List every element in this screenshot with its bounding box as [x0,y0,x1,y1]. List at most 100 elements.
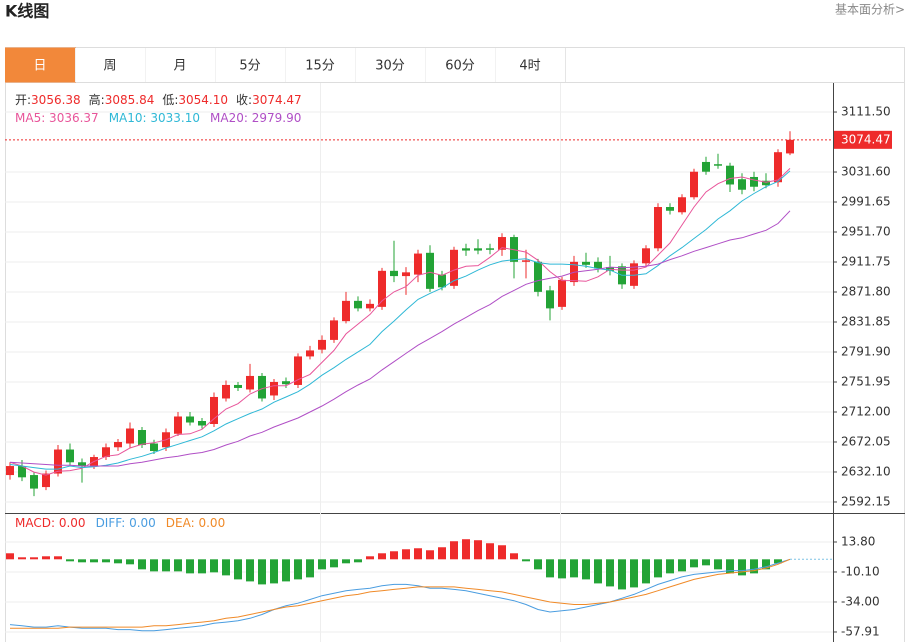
macd-bar [150,559,158,572]
macd-bar [462,539,470,560]
tab-label[interactable]: 4时 [519,59,540,74]
macd-bar [510,553,518,560]
legend-label: 开: [15,93,31,107]
candle-body [114,442,122,448]
macd-bar [702,559,710,566]
macd-bar [390,551,398,560]
y-tick-label: 2911.75 [841,255,891,269]
candle-body [522,260,530,262]
macd-bar [54,556,62,560]
candle-body [378,270,386,307]
macd-bar [486,543,494,560]
macd-bar [366,556,374,560]
legend-label: 高: [89,92,105,107]
candle-body [342,300,350,322]
candle-body [30,475,38,489]
y-tick-label: 3031.60 [841,165,891,179]
candle-body [270,381,278,396]
candle-body [786,139,794,154]
candle-body [594,261,602,269]
macd-bar [618,559,626,590]
legend-name: MACD [15,516,51,530]
tab[interactable] [425,48,496,82]
macd-bar [138,559,146,570]
macd-bar [726,559,734,574]
candle-body [438,274,446,288]
y-tick-label: 3111.50 [841,105,891,119]
macd-bar [630,559,638,588]
candle-body [654,207,662,249]
candle-body [486,248,494,250]
macd-bar [18,557,26,560]
macd-bar [282,559,290,582]
ohlc-legend: 开:3056.38 高:3085.84 低:3054.10 收:3074.47 [15,92,302,107]
macd-bar [402,549,410,560]
tab[interactable] [5,47,76,83]
tab-label[interactable]: 日 [33,59,46,74]
macd-bar [654,559,662,578]
tab-label[interactable]: 15分 [305,59,335,74]
candle-body [258,375,266,399]
candle-body [6,466,14,476]
macd-bar [246,559,254,582]
candle-body [750,176,758,187]
ma-line [9,170,791,470]
macd-bar [738,559,746,576]
candle-body [738,179,746,190]
y-tick-label: 2991.65 [841,195,891,209]
macd-bar [114,559,122,564]
candle-body [222,384,230,399]
ma-line [9,210,791,467]
macd-bar [66,559,74,562]
macd-bar [582,559,590,580]
tab[interactable] [215,48,286,82]
y-tick-label: 2592.15 [841,494,891,508]
analysis-link[interactable]: 基本面分析> [835,3,905,17]
tab[interactable] [355,48,426,82]
candle-body [174,416,182,434]
tab-label[interactable]: 月 [173,59,186,74]
legend-value: : 3033.10 [143,111,200,125]
macd-bar [414,548,422,560]
macd-bar [270,559,278,584]
candle-body [66,449,74,463]
candle-body [762,180,770,186]
y-tick-label: 2712.00 [841,404,891,418]
macd-bar [222,559,230,576]
tab-label[interactable]: 30分 [375,59,405,74]
legend-label: 收: [236,93,252,107]
macd-bar [330,559,338,568]
macd-bar [210,559,218,573]
legend-value: : 2979.90 [244,111,301,125]
macd-bar [126,559,134,565]
macd-bar [546,559,554,578]
candle-body [198,420,206,426]
macd-bar [78,559,86,563]
macd-bar [306,559,314,578]
macd-bar [606,559,614,587]
tab[interactable] [145,48,216,82]
candle-body [306,350,314,357]
macd-bar [774,559,782,564]
candle-body [630,263,638,286]
tab-label[interactable]: 周 [103,59,116,74]
candle-body [498,237,506,250]
y-tick-label: 2871.80 [841,285,891,299]
candle-body [54,449,62,474]
indicator-line [9,558,791,632]
tab[interactable] [495,48,566,82]
legend-value: 3085.84 [105,93,155,107]
last-price-label: 3074.47 [841,132,891,146]
tab[interactable] [75,48,146,82]
tab-label[interactable]: 60分 [445,59,475,74]
macd-bar [522,559,530,562]
candle-body [330,320,338,340]
tab-label[interactable]: 5分 [239,59,260,74]
legend-name: MA20 [210,111,244,125]
candle-body [666,207,674,211]
tab[interactable] [285,48,356,82]
widget-title: K线图 [5,2,49,21]
y-tick-label: -34.00 [841,594,880,608]
candle-body [426,252,434,289]
candle-body [42,473,50,488]
